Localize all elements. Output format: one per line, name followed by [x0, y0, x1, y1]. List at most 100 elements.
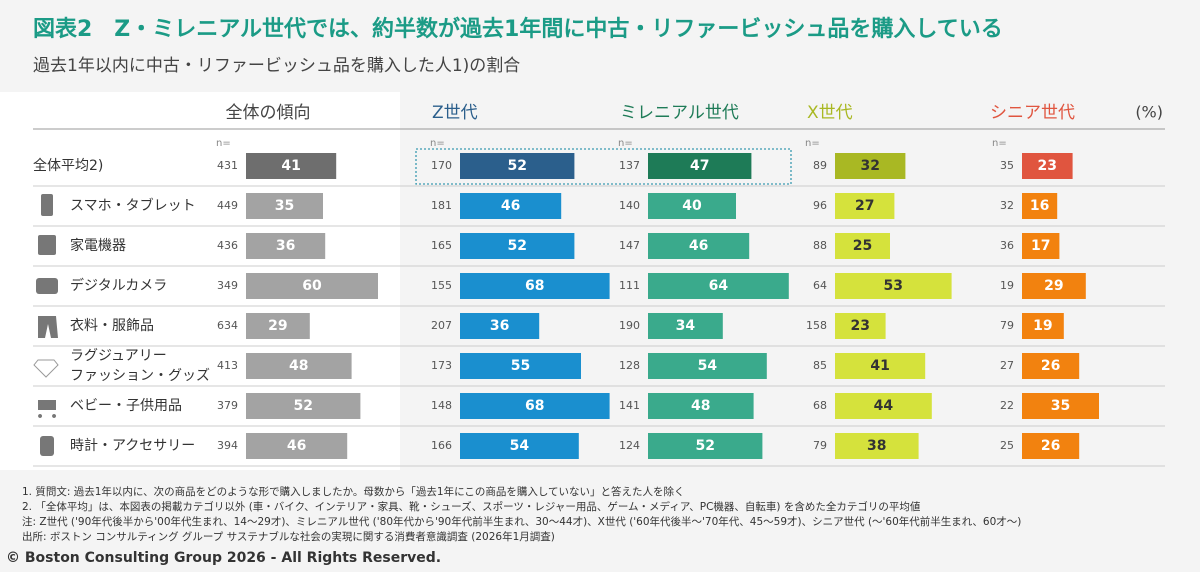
bar: [835, 433, 919, 459]
n-value: 431: [217, 159, 238, 172]
value-label: 46: [287, 438, 306, 454]
n-value: 207: [431, 319, 452, 332]
value-label: 23: [851, 318, 870, 334]
bar: [246, 393, 361, 419]
bar: [460, 153, 575, 179]
n-value: 173: [431, 359, 452, 372]
value-label: 25: [853, 238, 872, 254]
n-value: 394: [217, 439, 238, 452]
bar: [460, 313, 540, 339]
n-value: 181: [431, 199, 452, 212]
n-value: 27: [1000, 359, 1014, 372]
value-label: 29: [1044, 278, 1063, 294]
value-label: 26: [1041, 438, 1060, 454]
value-label: 47: [690, 158, 709, 174]
bar: [1022, 233, 1060, 259]
n-value: 147: [619, 239, 640, 252]
bar: [246, 273, 378, 299]
value-label: 40: [682, 198, 702, 214]
bar: [648, 393, 754, 419]
n-value: 19: [1000, 279, 1014, 292]
n-label: n=: [216, 138, 231, 149]
bar: [835, 273, 952, 299]
value-label: 36: [490, 318, 509, 334]
icon-appliance: [38, 235, 56, 255]
value-label: 52: [507, 238, 526, 254]
value-label: 52: [293, 398, 312, 414]
n-value: 413: [217, 359, 238, 372]
n-value: 155: [431, 279, 452, 292]
bar: [835, 393, 932, 419]
value-label: 68: [525, 278, 544, 294]
value-label: 60: [302, 278, 322, 294]
category-label: スマホ・タブレット: [70, 197, 196, 214]
footnote: 2. 「全体平均」は、本図表の掲載カテゴリ以外 (車・バイク、インテリア・家具、…: [22, 500, 921, 513]
value-label: 17: [1031, 238, 1050, 254]
value-label: 36: [276, 238, 295, 254]
value-label: 41: [281, 158, 300, 174]
n-value: 436: [217, 239, 238, 252]
value-label: 52: [695, 438, 714, 454]
n-label: n=: [992, 138, 1007, 149]
n-label: n=: [805, 138, 820, 149]
n-value: 32: [1000, 199, 1014, 212]
bar: [460, 353, 581, 379]
value-label: 53: [884, 278, 903, 294]
bar: [1022, 273, 1086, 299]
bar: [460, 233, 575, 259]
n-label: n=: [430, 138, 445, 149]
bar: [460, 273, 610, 299]
n-value: 166: [431, 439, 452, 452]
bar: [835, 233, 890, 259]
column-header: X世代: [807, 103, 853, 123]
n-value: 79: [813, 439, 827, 452]
n-value: 190: [619, 319, 640, 332]
bar: [1022, 393, 1099, 419]
value-label: 44: [874, 398, 894, 414]
bar: [1022, 153, 1073, 179]
footnote: 1. 質問文: 過去1年以内に、次の商品をどのような形で購入しましたか。母数から…: [22, 485, 685, 498]
n-value: 128: [619, 359, 640, 372]
icon-jewel: [33, 359, 59, 378]
bar: [648, 353, 767, 379]
category-label: デジタルカメラ: [70, 277, 167, 294]
value-label: 32: [860, 158, 879, 174]
bar: [1022, 313, 1064, 339]
bar: [1022, 433, 1080, 459]
value-label: 29: [268, 318, 287, 334]
highlight-box: [415, 148, 792, 185]
n-value: 170: [431, 159, 452, 172]
bar: [246, 193, 323, 219]
icon-stroller: [38, 400, 57, 418]
value-label: 54: [698, 358, 718, 374]
category-label: 家電機器: [70, 237, 126, 254]
bar: [246, 433, 348, 459]
bar: [648, 153, 752, 179]
category-label: 衣料・服飾品: [70, 318, 154, 334]
n-label: n=: [618, 138, 633, 149]
value-label: 19: [1033, 318, 1052, 334]
title: 図表2 Z・ミレニアル世代では、約半数が過去1年間に中古・リファービッシュ品を購…: [33, 16, 1003, 42]
n-value: 148: [431, 399, 452, 412]
bar: [1022, 353, 1080, 379]
n-value: 35: [1000, 159, 1014, 172]
value-label: 35: [275, 198, 294, 214]
category-label: 全体平均2): [33, 157, 103, 174]
n-value: 85: [813, 359, 827, 372]
bar: [246, 353, 352, 379]
bar: [835, 153, 906, 179]
value-label: 52: [507, 158, 526, 174]
n-value: 165: [431, 239, 452, 252]
n-value: 379: [217, 399, 238, 412]
n-value: 124: [619, 439, 640, 452]
n-value: 349: [217, 279, 238, 292]
bar: [648, 433, 763, 459]
bar: [246, 313, 310, 339]
value-label: 46: [501, 198, 520, 214]
bar: [460, 193, 562, 219]
value-label: 48: [691, 398, 710, 414]
icon-watch: [40, 436, 54, 456]
column-header: Z世代: [432, 103, 478, 123]
